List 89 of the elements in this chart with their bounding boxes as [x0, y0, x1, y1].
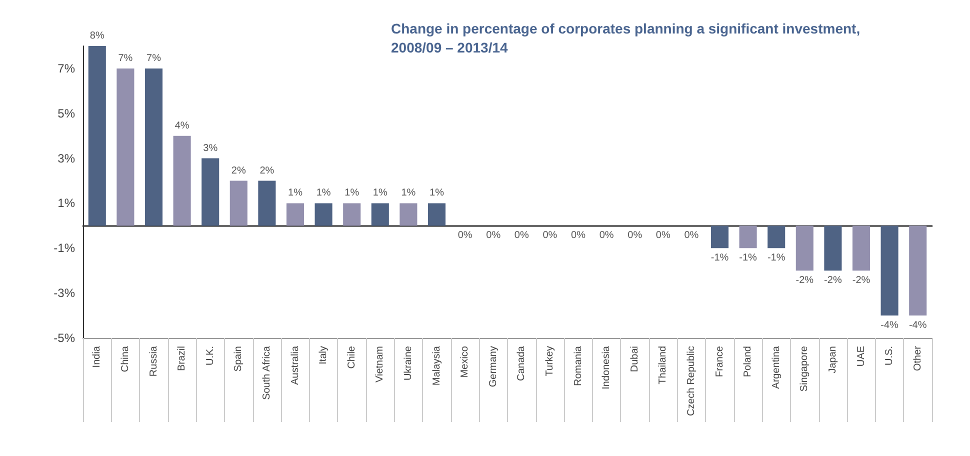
data-label: 0%	[458, 230, 472, 242]
chart-title: Change in percentage of corporates planning a significant investment, 2008/09 – 2013/14	[391, 20, 860, 56]
x-tick-label: U.K.	[204, 346, 216, 366]
data-label: 0%	[571, 230, 586, 242]
data-label: 0%	[514, 230, 529, 242]
x-tick-label: India	[92, 346, 103, 368]
x-tick-label: Other	[912, 345, 924, 372]
bar	[343, 203, 361, 226]
bar	[710, 226, 729, 248]
data-label: 7%	[146, 52, 162, 64]
x-tick-label: Czech Republic	[686, 346, 697, 416]
data-label: 0%	[542, 230, 558, 242]
bar	[880, 226, 898, 316]
x-tick-label: South Africa	[261, 346, 272, 400]
data-label: -4%	[880, 320, 899, 332]
y-tick-label: -5%	[54, 331, 76, 345]
x-tick-label: Australia	[290, 346, 301, 385]
data-label: -4%	[908, 320, 927, 332]
bar	[173, 136, 191, 226]
data-label: -1%	[767, 252, 786, 264]
x-tick-label: France	[714, 346, 726, 378]
data-label: 0%	[628, 230, 642, 242]
data-label: 4%	[174, 120, 190, 132]
bar	[144, 68, 163, 226]
x-tick-label: Indonesia	[601, 346, 612, 390]
y-tick-label: -1%	[54, 241, 76, 256]
data-label: 1%	[401, 188, 416, 199]
x-tick-label: Mexico	[460, 346, 471, 378]
bar	[852, 226, 870, 271]
data-label: 2%	[231, 165, 246, 176]
data-label: 1%	[288, 188, 303, 199]
bar	[371, 203, 389, 226]
bar	[796, 226, 814, 271]
data-label: 3%	[203, 142, 218, 154]
bar	[314, 203, 332, 226]
y-tick-label: 3%	[58, 151, 76, 166]
data-label: 0%	[486, 230, 501, 242]
bar	[230, 180, 248, 226]
x-tick-label: Malaysia	[431, 346, 442, 386]
data-label: -2%	[852, 275, 870, 286]
x-tick-label: Turkey	[544, 346, 556, 376]
x-tick-label: Chile	[346, 346, 358, 369]
x-tick-label: Ukraine	[402, 346, 414, 380]
data-label: -2%	[796, 275, 814, 286]
data-label: 1%	[316, 188, 331, 199]
data-label: 0%	[599, 230, 614, 242]
data-label: 1%	[372, 188, 388, 199]
x-tick-label: Poland	[742, 346, 754, 378]
x-tick-label: UAE	[856, 346, 867, 367]
bar	[909, 226, 927, 316]
x-tick-label: Dubai	[629, 346, 640, 372]
x-tick-label: Russia	[148, 346, 160, 377]
x-tick-label: Spain	[233, 346, 244, 372]
x-tick-label: Italy	[318, 346, 330, 364]
bar	[258, 180, 276, 226]
y-tick-label: 7%	[58, 61, 76, 76]
bar	[116, 68, 134, 226]
x-tick-label: Japan	[827, 346, 838, 374]
x-tick-label: Brazil	[176, 346, 188, 372]
data-label: 7%	[118, 52, 133, 64]
bar	[768, 226, 786, 248]
bar	[739, 226, 757, 248]
x-tick-label: U.S.	[884, 346, 896, 366]
data-label: 1%	[430, 188, 444, 199]
bar	[400, 203, 418, 226]
x-tick-label: Argentina	[770, 346, 782, 389]
x-tick-label: Germany	[488, 346, 499, 388]
y-tick-label: 1%	[58, 196, 76, 210]
y-tick-label: -3%	[54, 286, 76, 300]
x-tick-label: Thailand	[658, 346, 669, 384]
bar	[286, 203, 304, 226]
data-label: -2%	[824, 275, 842, 286]
bar	[824, 226, 842, 271]
data-label: 0%	[684, 230, 699, 242]
data-label: -1%	[739, 252, 758, 264]
data-label: 8%	[90, 30, 104, 42]
bar	[428, 203, 446, 226]
x-tick-label: Romania	[572, 346, 584, 386]
data-label: 1%	[344, 188, 360, 199]
x-tick-label: Canada	[516, 346, 528, 382]
y-tick-label: 5%	[58, 106, 76, 120]
data-label: -1%	[710, 252, 729, 264]
x-tick-label: China	[120, 346, 131, 372]
x-tick-label: Singapore	[799, 346, 810, 392]
bar	[88, 46, 106, 226]
data-label: 0%	[656, 230, 670, 242]
bar	[202, 158, 220, 226]
data-label: 2%	[260, 165, 274, 176]
x-tick-label: Vietnam	[374, 346, 386, 383]
